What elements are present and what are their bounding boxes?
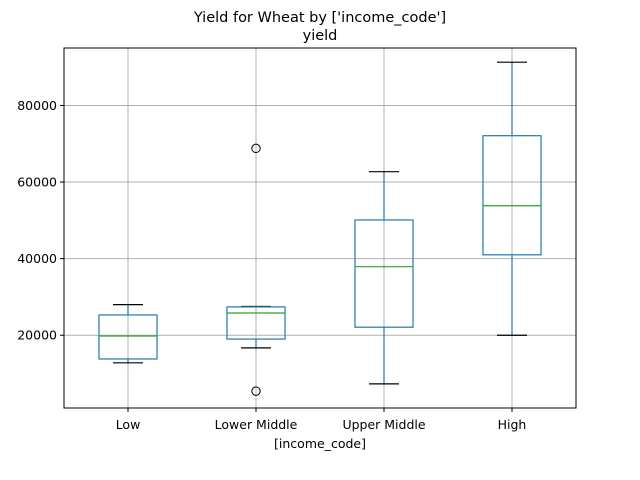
- x-tick-label: Upper Middle: [342, 417, 425, 432]
- y-tick-label: 80000: [17, 98, 57, 113]
- box-group: [482, 61, 542, 336]
- iqr-box: [226, 306, 286, 340]
- chart-title: Yield for Wheat by ['income_code']: [193, 10, 446, 26]
- y-tick-label: 20000: [17, 328, 57, 343]
- iqr-box: [354, 219, 414, 328]
- plot-frame: [63, 47, 577, 409]
- boxes: [98, 61, 542, 396]
- iqr-box: [98, 314, 158, 360]
- x-tick-label: Low: [116, 417, 141, 432]
- axis-ticks: Low Lower Middle Upper Middle High 20000 4000…: [17, 98, 526, 432]
- box-group: [226, 143, 286, 396]
- box-group: [354, 171, 414, 385]
- y-tick-label: 60000: [17, 175, 57, 190]
- x-tick-label: Lower Middle: [215, 417, 298, 432]
- x-tick-label: High: [498, 417, 527, 432]
- box-group: [98, 303, 158, 364]
- chart-subtitle: yield: [303, 28, 338, 44]
- outlier-point: [251, 386, 261, 396]
- iqr-box: [482, 135, 542, 256]
- x-axis-label: [income_code]: [274, 436, 366, 451]
- outlier-point: [251, 143, 261, 154]
- y-tick-label: 40000: [17, 251, 57, 266]
